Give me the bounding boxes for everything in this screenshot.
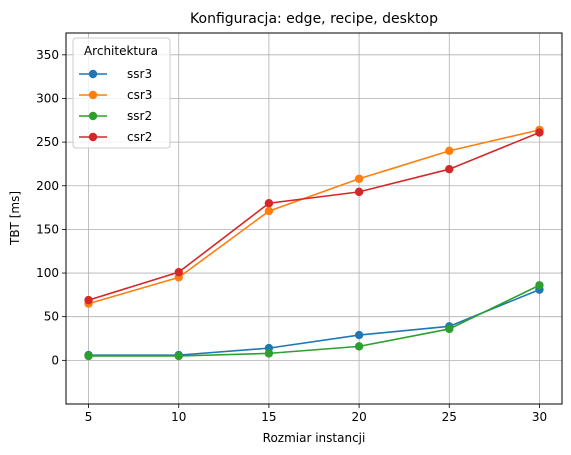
legend-entry-ssr3: ssr3 [79,67,152,81]
series-csr3 [84,125,544,308]
x-tick-label: 15 [261,410,276,424]
data-point-ssr3 [354,330,364,340]
legend-label: csr2 [127,130,152,144]
legend-entry-ssr2: ssr2 [79,109,152,123]
series-line-ssr3 [88,288,540,356]
y-tick-label: 50 [44,310,59,324]
legend-marker [88,132,98,142]
legend: Architektura ssr3 csr3 ssr2 csr2 [72,37,171,149]
y-tick-label: 150 [36,222,59,236]
data-point-ssr2 [535,281,544,290]
data-point-ssr2 [354,342,364,351]
x-tick-label: 10 [171,410,186,424]
x-tick-label: 5 [85,410,93,424]
legend-title: Architektura [84,44,158,58]
series-line-ssr2 [88,284,540,357]
x-tick-label: 20 [351,410,366,424]
series-layer [84,125,544,361]
data-point-csr2 [264,199,274,208]
x-tick-label: 25 [442,410,457,424]
series-csr2 [84,128,544,305]
legend-label: ssr3 [127,67,152,81]
legend-entries: ssr3 csr3 ssr2 csr2 [79,67,152,144]
data-point-ssr2 [84,351,93,361]
series-line-csr3 [88,129,540,305]
data-point-ssr2 [445,324,454,334]
legend-entry-csr2: csr2 [79,130,152,144]
legend-marker [88,69,98,79]
y-tick-label: 350 [36,48,59,62]
x-tick-label: 30 [532,410,547,424]
y-tick-label: 100 [36,266,59,280]
data-point-csr2 [535,128,544,137]
legend-marker [88,90,98,100]
legend-entry-csr3: csr3 [79,88,152,102]
data-point-csr3 [445,146,454,156]
legend-label: ssr2 [127,109,152,123]
data-point-csr3 [264,206,274,216]
data-point-ssr2 [174,351,183,361]
data-point-csr3 [354,174,364,183]
series-ssr2 [84,281,544,361]
data-point-ssr2 [264,349,274,358]
data-point-csr2 [84,295,93,305]
series-ssr3 [84,285,544,360]
y-tick-label: 300 [36,91,59,105]
y-tick-label: 200 [36,179,59,193]
data-point-csr2 [174,267,183,277]
y-axis-label: TBT [ms] [8,191,22,246]
plot-frame [65,32,563,405]
series-line-csr2 [88,131,540,301]
y-tick-label: 0 [51,353,59,367]
legend-marker [88,111,98,121]
y-tick-label: 250 [36,135,59,149]
data-point-csr2 [445,164,454,174]
chart-title: Konfiguracja: edge, recipe, desktop [190,11,438,27]
x-axis-label: Rozmiar instancji [263,431,366,445]
legend-label: csr3 [127,88,152,102]
data-point-csr2 [354,187,364,197]
legend-box [72,37,171,149]
